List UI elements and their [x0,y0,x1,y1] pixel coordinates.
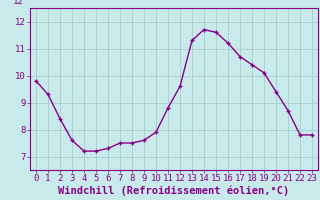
X-axis label: Windchill (Refroidissement éolien,°C): Windchill (Refroidissement éolien,°C) [58,186,290,196]
Text: 12: 12 [13,0,24,6]
